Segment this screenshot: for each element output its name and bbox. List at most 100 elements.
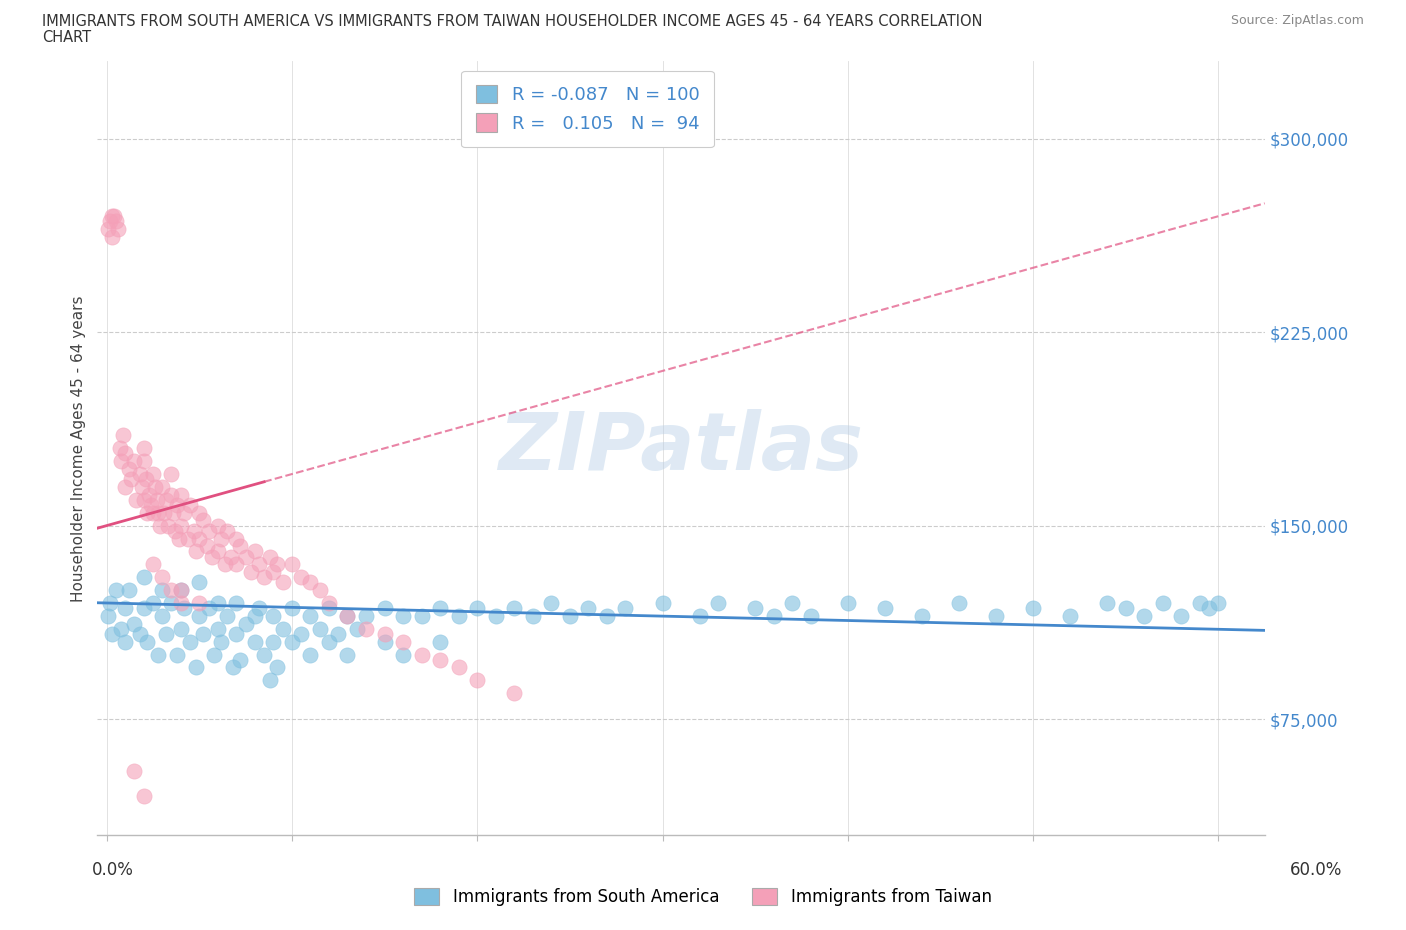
Point [188, 505, 211, 520]
Point [259, 549, 281, 564]
Point [247, 601, 270, 616]
Point [156, 518, 179, 533]
Point [195, 538, 218, 553]
Point [354, 608, 377, 623]
Point [290, 627, 312, 642]
Point [188, 575, 211, 590]
Point [132, 570, 155, 585]
Text: ZIPatlas: ZIPatlas [499, 409, 863, 487]
Point [170, 621, 193, 636]
Point [392, 634, 415, 649]
Point [780, 595, 803, 610]
Point [299, 647, 322, 662]
Point [211, 531, 233, 546]
Point [101, 230, 124, 245]
Point [1208, 595, 1230, 610]
Point [308, 583, 330, 598]
Point [188, 608, 211, 623]
Point [160, 583, 183, 598]
Point [235, 617, 257, 631]
Point [247, 557, 270, 572]
Point [411, 608, 433, 623]
Point [336, 608, 359, 623]
Point [118, 461, 141, 476]
Point [800, 608, 823, 623]
Point [271, 621, 294, 636]
Point [346, 621, 368, 636]
Point [132, 441, 155, 456]
Point [124, 454, 146, 469]
Point [651, 595, 673, 610]
Point [110, 454, 132, 469]
Point [170, 487, 193, 502]
Point [142, 505, 165, 520]
Point [97, 608, 120, 623]
Point [184, 544, 207, 559]
Point [225, 557, 247, 572]
Text: IMMIGRANTS FROM SOUTH AMERICA VS IMMIGRANTS FROM TAIWAN HOUSEHOLDER INCOME AGES : IMMIGRANTS FROM SOUTH AMERICA VS IMMIGRA… [42, 14, 983, 29]
Point [98, 214, 121, 229]
Point [1133, 608, 1156, 623]
Point [281, 557, 304, 572]
Point [166, 647, 188, 662]
Point [142, 595, 165, 610]
Point [167, 531, 190, 546]
Point [129, 467, 152, 482]
Point [114, 446, 136, 461]
Point [184, 660, 207, 675]
Point [540, 595, 562, 610]
Point [262, 634, 284, 649]
Point [197, 524, 219, 538]
Point [281, 634, 304, 649]
Point [142, 557, 165, 572]
Point [240, 565, 263, 579]
Point [447, 660, 470, 675]
Point [262, 608, 284, 623]
Point [132, 454, 155, 469]
Point [179, 498, 201, 512]
Point [202, 647, 225, 662]
Point [328, 627, 350, 642]
Point [98, 595, 121, 610]
Point [107, 221, 129, 236]
Point [110, 621, 132, 636]
Point [318, 601, 340, 616]
Point [104, 214, 127, 229]
Point [984, 608, 1007, 623]
Point [225, 627, 247, 642]
Point [215, 608, 238, 623]
Point [253, 647, 276, 662]
Point [243, 634, 266, 649]
Point [290, 570, 312, 585]
Point [229, 652, 252, 667]
Point [207, 544, 229, 559]
Point [1095, 595, 1118, 610]
Point [243, 608, 266, 623]
Point [522, 608, 544, 623]
Point [1115, 601, 1137, 616]
Point [229, 538, 252, 553]
Point [465, 601, 488, 616]
Point [689, 608, 711, 623]
Point [132, 492, 155, 507]
Point [114, 634, 136, 649]
Point [118, 583, 141, 598]
Point [120, 472, 142, 486]
Point [197, 601, 219, 616]
Legend: Immigrants from South America, Immigrants from Taiwan: Immigrants from South America, Immigrant… [408, 881, 998, 912]
Point [253, 570, 276, 585]
Point [129, 627, 152, 642]
Point [225, 595, 247, 610]
Y-axis label: Householder Income Ages 45 - 64 years: Householder Income Ages 45 - 64 years [72, 295, 86, 602]
Point [114, 601, 136, 616]
Point [948, 595, 970, 610]
Point [166, 498, 188, 512]
Point [235, 549, 257, 564]
Point [266, 660, 288, 675]
Point [1170, 608, 1192, 623]
Point [108, 441, 131, 456]
Point [374, 634, 396, 649]
Point [132, 601, 155, 616]
Point [374, 627, 396, 642]
Point [429, 601, 451, 616]
